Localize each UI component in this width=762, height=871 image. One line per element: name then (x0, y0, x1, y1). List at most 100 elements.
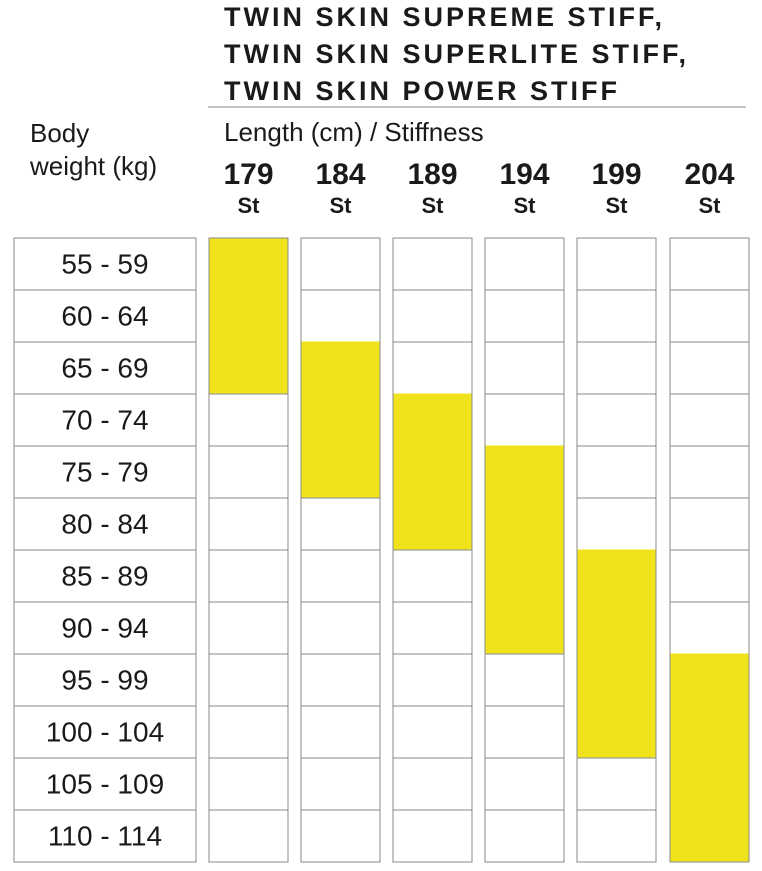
size-cell (300, 497, 381, 551)
weight-cell (13, 289, 197, 343)
size-cell (392, 601, 473, 655)
weight-label: 100 - 104 (46, 716, 164, 747)
size-cell (392, 809, 473, 863)
size-cell (576, 237, 657, 291)
title-line: TWIN SKIN SUPERLITE STIFF, (224, 39, 689, 69)
weight-label: 70 - 74 (61, 404, 148, 435)
weight-cell (13, 601, 197, 655)
size-cell (300, 237, 381, 291)
size-cell (669, 237, 750, 291)
column-outline (208, 237, 289, 863)
size-cell (300, 393, 381, 447)
size-cell (484, 705, 565, 759)
size-cell (576, 549, 657, 603)
size-cell (392, 341, 473, 395)
size-cell (484, 653, 565, 707)
size-cell (392, 757, 473, 811)
column-outline (392, 237, 473, 863)
column-length: 204 (684, 158, 734, 191)
size-cell (669, 549, 750, 603)
weight-cell (13, 393, 197, 447)
size-cell (669, 289, 750, 343)
size-cell (484, 237, 565, 291)
column-length: 189 (407, 158, 457, 191)
size-cell (300, 653, 381, 707)
size-cell (669, 653, 750, 707)
size-cell (300, 705, 381, 759)
weight-cell (13, 549, 197, 603)
weight-label: 60 - 64 (61, 300, 148, 331)
weight-cell (13, 809, 197, 863)
size-cell (669, 393, 750, 447)
weight-label: 65 - 69 (61, 352, 148, 383)
size-cell (669, 757, 750, 811)
size-cell (208, 705, 289, 759)
size-cell (208, 549, 289, 603)
column-stiffness: St (330, 193, 353, 218)
size-cell (484, 757, 565, 811)
size-cell (484, 497, 565, 551)
size-cell (576, 809, 657, 863)
row-header: Body (30, 118, 89, 148)
weight-cell (13, 653, 197, 707)
size-cell (392, 393, 473, 447)
size-cell (576, 653, 657, 707)
size-cell (669, 445, 750, 499)
size-cell (576, 705, 657, 759)
size-cell (669, 601, 750, 655)
size-cell (392, 653, 473, 707)
size-cell (392, 497, 473, 551)
size-cell (208, 497, 289, 551)
column-length: 179 (223, 158, 273, 191)
column-length: 194 (499, 158, 549, 191)
size-cell (576, 341, 657, 395)
size-cell (208, 289, 289, 343)
size-cell (300, 809, 381, 863)
size-cell (392, 705, 473, 759)
weight-label: 80 - 84 (61, 508, 148, 539)
size-cell (576, 289, 657, 343)
size-cell (300, 341, 381, 395)
column-length: 199 (591, 158, 641, 191)
size-cell (576, 757, 657, 811)
size-cell (208, 601, 289, 655)
size-cell (484, 601, 565, 655)
weight-label: 110 - 114 (48, 820, 162, 851)
size-cell (208, 341, 289, 395)
column-stiffness: St (699, 193, 722, 218)
weight-label: 55 - 59 (61, 248, 148, 279)
weight-label: 90 - 94 (61, 612, 148, 643)
size-cell (208, 809, 289, 863)
size-cell (300, 757, 381, 811)
size-cell (208, 393, 289, 447)
column-outline (300, 237, 381, 863)
size-cell (484, 289, 565, 343)
column-header: Length (cm) / Stiffness (224, 117, 484, 147)
size-cell (484, 393, 565, 447)
size-cell (208, 237, 289, 291)
column-outline (576, 237, 657, 863)
weight-label: 95 - 99 (61, 664, 148, 695)
size-cell (576, 497, 657, 551)
size-cell (392, 237, 473, 291)
row-header: weight (kg) (29, 151, 157, 181)
size-cell (300, 445, 381, 499)
size-cell (669, 497, 750, 551)
size-cell (300, 601, 381, 655)
size-cell (208, 445, 289, 499)
size-cell (484, 809, 565, 863)
column-length: 184 (315, 158, 365, 191)
column-stiffness: St (238, 193, 261, 218)
title-line: TWIN SKIN POWER STIFF (224, 76, 620, 106)
column-outline (484, 237, 565, 863)
column-stiffness: St (514, 193, 537, 218)
size-cell (392, 289, 473, 343)
weight-label: 105 - 109 (46, 768, 164, 799)
size-cell (392, 445, 473, 499)
size-cell (484, 341, 565, 395)
column-stiffness: St (606, 193, 629, 218)
size-cell (669, 341, 750, 395)
size-cell (576, 601, 657, 655)
size-cell (484, 549, 565, 603)
column-stiffness: St (422, 193, 445, 218)
